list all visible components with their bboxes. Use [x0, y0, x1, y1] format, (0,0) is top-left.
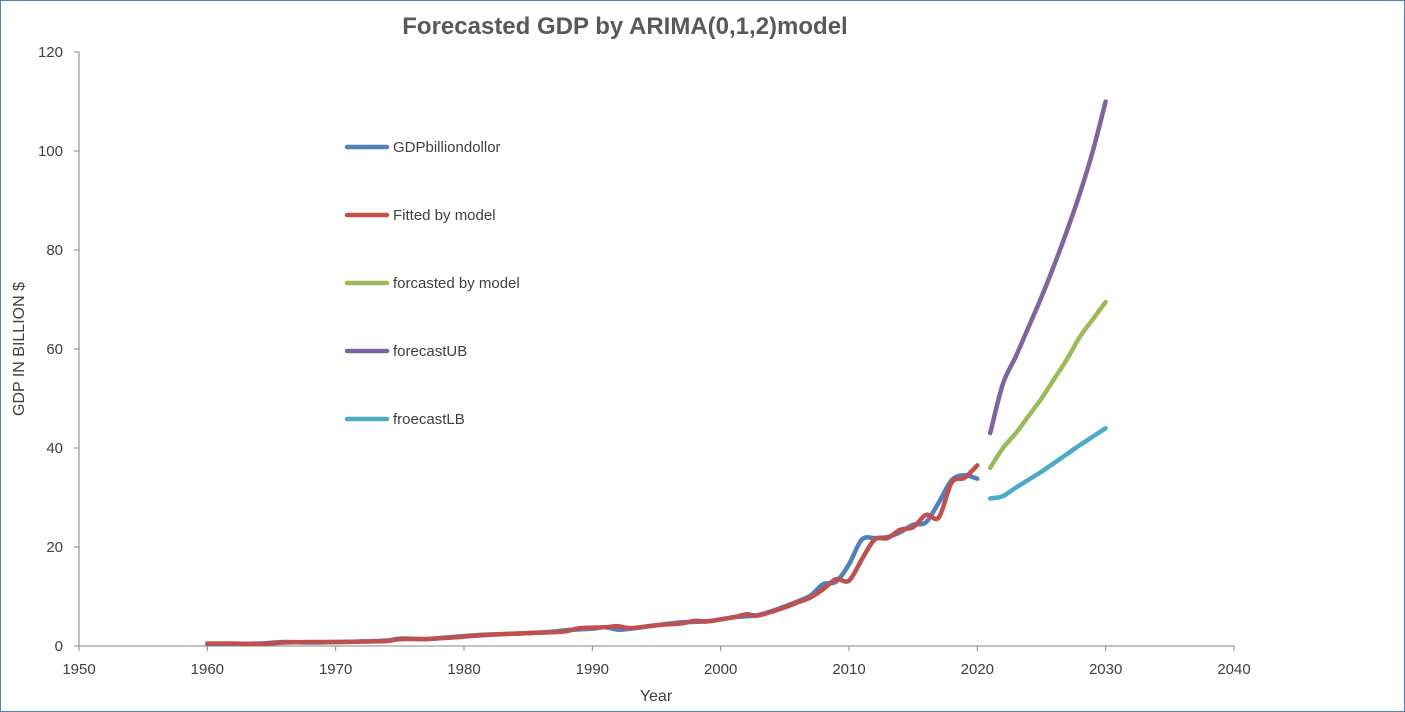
x-tick-label: 1950 — [62, 661, 95, 678]
legend-label-forcasted-by-model: forcasted by model — [393, 275, 520, 292]
y-tick-label: 0 — [55, 638, 63, 655]
x-tick-label: 1990 — [576, 661, 609, 678]
legend-label-fitted-by-model: Fitted by model — [393, 207, 496, 224]
legend-label-forecastub: forecastUB — [393, 343, 467, 360]
x-tick-label: 1970 — [319, 661, 352, 678]
legend-label-froecastlb: froecastLB — [393, 411, 465, 428]
x-tick-label: 1980 — [447, 661, 480, 678]
y-tick-label: 20 — [46, 539, 63, 556]
series-line-forcasted-by-model — [987, 299, 1108, 471]
y-tick-label: 100 — [38, 143, 63, 160]
y-tick-label: 80 — [46, 242, 63, 259]
series-line-fitted-by-model — [205, 463, 980, 647]
y-tick-label: 40 — [46, 440, 63, 457]
series-line-froecastlb — [987, 425, 1108, 501]
legend: GDPbilliondollor Fitted by model forcasted… — [344, 139, 520, 428]
legend-label-gdpbilliondollor: GDPbilliondollor — [393, 139, 501, 156]
y-tick-label: 120 — [38, 44, 63, 61]
x-tick-label: 2040 — [1217, 661, 1250, 678]
series-line-forecastub — [987, 99, 1108, 436]
x-tick-label: 2030 — [1089, 661, 1122, 678]
x-tick-label: 2000 — [704, 661, 737, 678]
x-tick-label: 1960 — [191, 661, 224, 678]
series-lines — [205, 99, 1108, 647]
x-axis-label: Year — [640, 688, 673, 705]
y-tick-label: 60 — [46, 341, 63, 358]
chart-title: Forecasted GDP by ARIMA(0,1,2)model — [402, 13, 847, 40]
x-tick-label: 2010 — [832, 661, 865, 678]
x-tick-label: 2020 — [961, 661, 994, 678]
y-axis-label: GDP IN BILLION $ — [11, 282, 28, 416]
